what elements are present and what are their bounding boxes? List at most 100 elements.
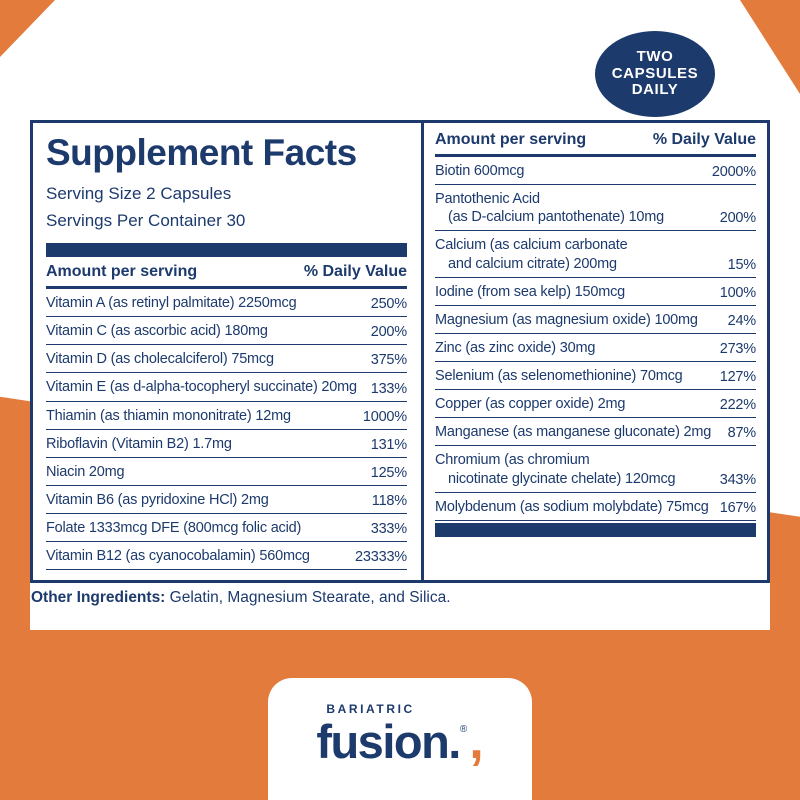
nutrient-name: Vitamin A (as retinyl palmitate) 2250mcg — [46, 295, 297, 312]
nutrient-row: Selenium (as selenomethionine) 70mcg 127… — [435, 362, 756, 391]
other-ingredients: Other Ingredients: Gelatin, Magnesium St… — [31, 589, 451, 607]
nutrient-dv: 127% — [719, 369, 756, 386]
nutrient-row: Iodine (from sea kelp) 150mcg 100% — [435, 278, 756, 306]
nutrient-dv: 2000% — [711, 164, 756, 181]
nutrient-name: Chromium (as chromium nicotinate glycina… — [435, 451, 676, 487]
panel-title: Supplement Facts — [46, 132, 357, 173]
nutrient-dv: 1000% — [362, 408, 407, 425]
nutrient-name-line1: Calcium (as calcium carbonate — [435, 237, 628, 254]
nutrient-dv: 200% — [719, 210, 756, 227]
nutrient-row: Thiamin (as thiamin mononitrate) 12mg 10… — [46, 402, 407, 430]
nutrient-dv: 125% — [370, 464, 407, 481]
nutrient-row: Vitamin E (as d-alpha-tocopheryl succina… — [46, 373, 407, 402]
logo-brand-main: fusion. — [316, 715, 461, 768]
nutrient-name: Vitamin B12 (as cyanocobalamin) 560mcg — [46, 548, 310, 565]
nutrient-name: Folate 1333mcg DFE (800mcg folic acid) — [46, 520, 302, 537]
column-header-row: Amount per serving % Daily Value — [435, 123, 756, 157]
other-ingredients-text: Gelatin, Magnesium Stearate, and Silica. — [169, 589, 451, 606]
nutrient-name-line2: and calcium citrate) 200mg — [448, 255, 617, 272]
nutrient-name: Thiamin (as thiamin mononitrate) 12mg — [46, 407, 291, 424]
nutrient-name: Riboflavin (Vitamin B2) 1.7mg — [46, 435, 232, 452]
nutrient-name-line1: Chromium (as chromium — [435, 452, 590, 469]
serving-size: Serving Size 2 Capsules — [46, 183, 232, 203]
nutrient-name: Vitamin E (as d-alpha-tocopheryl succina… — [46, 379, 357, 396]
nutrient-name: Zinc (as zinc oxide) 30mg — [435, 339, 596, 356]
nutrient-name: Biotin 600mcg — [435, 163, 525, 179]
nutrient-row: Magnesium (as magnesium oxide) 100mg 24% — [435, 306, 756, 334]
nutrient-dv: 375% — [370, 352, 407, 369]
amount-header: Amount per serving — [435, 131, 587, 148]
nutrient-name-line1: Pantothenic Acid — [435, 191, 540, 208]
divider-bar — [46, 243, 407, 258]
nutrient-dv: 200% — [370, 324, 407, 341]
panel-right-column: Amount per serving % Daily Value Biotin … — [421, 123, 767, 580]
nutrient-dv: 250% — [370, 296, 407, 313]
nutrient-row: Folate 1333mcg DFE (800mcg folic acid) 3… — [46, 514, 407, 543]
nutrient-name: Magnesium (as magnesium oxide) 100mg — [435, 311, 698, 328]
two-capsules-daily-badge: TWO CAPSULES DAILY — [595, 31, 715, 117]
nutrient-name: Vitamin C (as ascorbic acid) 180mg — [46, 323, 268, 340]
registered-mark: ® — [459, 724, 468, 735]
nutrient-dv: 23333% — [354, 549, 407, 566]
column-header-row: Amount per serving % Daily Value — [46, 257, 407, 290]
nutrient-name: Molybdenum (as sodium molybdate) 75mcg — [435, 498, 709, 515]
nutrient-dv: 167% — [719, 499, 756, 516]
nutrient-row: Manganese (as manganese gluconate) 2mg 8… — [435, 418, 757, 447]
nutrient-dv: 24% — [727, 312, 757, 329]
daily-value-header: % Daily Value — [652, 131, 756, 148]
nutrient-name: Niacin 20mg — [46, 463, 125, 480]
white-strip — [30, 583, 770, 630]
supplement-facts-panel: Supplement Facts Serving Size 2 Capsules… — [30, 120, 770, 583]
nutrient-dv: 15% — [727, 256, 757, 273]
logo-card: BARIATRIC fusion.®, — [268, 678, 532, 800]
logo-brand-top: BARIATRIC — [326, 702, 415, 716]
nutrient-row: Vitamin A (as retinyl palmitate) 2250mcg… — [46, 289, 407, 318]
nutrient-name: Vitamin B6 (as pyridoxine HCl) 2mg — [46, 491, 269, 508]
bariatric-fusion-logo: BARIATRIC fusion.®, — [316, 702, 483, 768]
amount-header: Amount per serving — [46, 263, 198, 281]
nutrient-row: Pantothenic Acid (as D-calcium pantothen… — [435, 185, 756, 232]
nutrient-row: Niacin 20mg 125% — [46, 458, 407, 486]
badge-line: TWO — [636, 47, 674, 65]
daily-value-header: % Daily Value — [303, 263, 407, 281]
nutrient-row: Vitamin B6 (as pyridoxine HCl) 2mg 118% — [46, 486, 407, 515]
nutrient-dv: 133% — [370, 380, 407, 397]
nutrient-row: Calcium (as calcium carbonate and calciu… — [435, 231, 757, 278]
nutrient-name: Manganese (as manganese gluconate) 2mg — [435, 424, 712, 441]
nutrient-name-line2: (as D-calcium pantothenate) 10mg — [448, 209, 665, 226]
nutrient-name: Calcium (as calcium carbonate and calciu… — [435, 236, 628, 272]
badge-line: DAILY — [631, 81, 679, 99]
nutrient-row: Molybdenum (as sodium molybdate) 75mcg 1… — [435, 493, 756, 521]
nutrient-name: Copper (as copper oxide) 2mg — [435, 396, 626, 413]
nutrient-row: Chromium (as chromium nicotinate glycina… — [435, 446, 756, 493]
nutrient-name: Pantothenic Acid (as D-calcium pantothen… — [435, 190, 664, 226]
nutrient-dv: 87% — [727, 425, 757, 442]
nutrient-row: Vitamin D (as cholecalciferol) 75mcg 375… — [46, 345, 407, 374]
nutrient-name: Vitamin D (as cholecalciferol) 75mcg — [46, 351, 274, 368]
nutrient-row: Vitamin C (as ascorbic acid) 180mg 200% — [46, 317, 407, 346]
nutrient-dv: 222% — [719, 397, 756, 414]
corner-accent-top-right — [740, 0, 800, 94]
nutrient-row: Copper (as copper oxide) 2mg 222% — [435, 390, 756, 419]
logo-brand-main-line: fusion.®, — [316, 715, 483, 768]
nutrient-dv: 100% — [719, 284, 756, 301]
badge-line: CAPSULES — [611, 64, 699, 82]
servings-per-container: Servings Per Container 30 — [46, 210, 246, 230]
nutrient-row: Riboflavin (Vitamin B2) 1.7mg 131% — [46, 430, 407, 458]
divider-bar — [435, 522, 756, 537]
corner-accent-top-left — [0, 0, 55, 57]
panel-left-column: Supplement Facts Serving Size 2 Capsules… — [33, 123, 421, 580]
nutrient-name: Selenium (as selenomethionine) 70mcg — [435, 368, 683, 384]
nutrient-name-line2: nicotinate glycinate chelate) 120mcg — [448, 470, 676, 487]
other-ingredients-label: Other Ingredients: — [31, 589, 166, 606]
nutrient-row: Zinc (as zinc oxide) 30mg 273% — [435, 334, 756, 362]
nutrient-row: Biotin 600mcg 2000% — [435, 157, 756, 186]
nutrient-dv: 273% — [719, 341, 756, 357]
logo-swoosh-icon: , — [469, 712, 484, 770]
nutrient-dv: 333% — [370, 521, 407, 538]
nutrient-dv: 343% — [719, 471, 756, 488]
nutrient-row: Vitamin B12 (as cyanocobalamin) 560mcg 2… — [46, 542, 407, 571]
nutrient-dv: 131% — [370, 436, 407, 453]
nutrient-dv: 118% — [371, 493, 407, 510]
